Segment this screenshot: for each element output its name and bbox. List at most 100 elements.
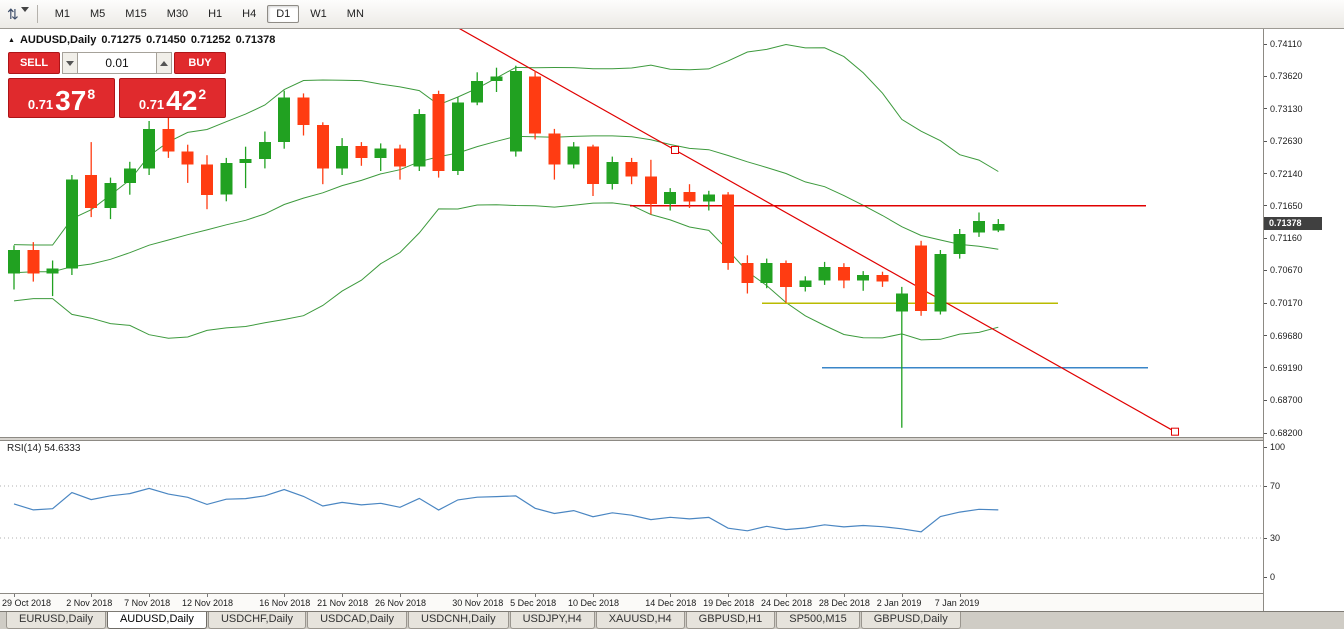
bull-candle xyxy=(374,148,387,158)
bear-candle xyxy=(432,94,445,171)
bull-candle xyxy=(239,159,252,164)
ohlc-close: 0.71378 xyxy=(235,34,276,46)
time-axis-tick xyxy=(786,594,787,597)
price-axis-tick xyxy=(1264,399,1267,401)
timeframe-button-h4[interactable]: H4 xyxy=(242,8,257,20)
tab-usdcad-daily[interactable]: USDCAD,Daily xyxy=(307,612,408,629)
price-axis-label: 0.72140 xyxy=(1270,168,1303,179)
time-axis-label: 5 Dec 2018 xyxy=(510,598,557,608)
volume-input[interactable] xyxy=(78,52,156,74)
buy-button[interactable]: BUY xyxy=(174,52,226,74)
timeframe-button-d1[interactable]: D1 xyxy=(267,5,300,23)
price-axis-tick xyxy=(1264,335,1267,337)
trendline-end-handle[interactable] xyxy=(1171,427,1179,436)
rsi-canvas[interactable] xyxy=(0,441,1263,593)
time-axis-label: 7 Nov 2018 xyxy=(124,598,171,608)
timeframe-button-h1[interactable]: H1 xyxy=(208,8,223,20)
tab-usdcnh-daily[interactable]: USDCNH,Daily xyxy=(408,612,509,629)
volume-down-icon xyxy=(66,60,74,66)
price-axis-label: 0.74110 xyxy=(1270,39,1302,49)
trendline-mid-handle[interactable] xyxy=(671,145,679,154)
bear-candle xyxy=(876,275,889,282)
time-axis-tick xyxy=(400,594,401,597)
ohlc-high: 0.71450 xyxy=(146,34,186,46)
tab-usdchf-daily[interactable]: USDCHF,Daily xyxy=(207,612,307,629)
time-axis-tick xyxy=(91,594,93,597)
tab-usdjpy-h4[interactable]: USDJPY,H4 xyxy=(509,612,595,629)
bear-candle xyxy=(85,175,98,208)
bid-prefix: 0.71 xyxy=(27,97,54,112)
timeframe-toolbar: ⇅ M1 M5 M15 M30 H1 H4 D1 W1 MN xyxy=(0,0,1344,29)
ask-pip-digit: 2 xyxy=(198,86,207,102)
timeframe-button-m1[interactable]: M1 xyxy=(54,8,71,20)
time-axis[interactable]: 29 Oct 2018 2 Nov 2018 7 Nov 2018 12 Nov 20… xyxy=(0,593,1263,611)
tab-xauusd-h4[interactable]: XAUUSD,H4 xyxy=(595,612,685,629)
price-axis-tick xyxy=(1264,302,1267,304)
bull-candle xyxy=(567,146,580,165)
bull-candle xyxy=(992,223,1005,231)
time-axis-label: 2 Nov 2018 xyxy=(66,598,113,608)
sell-button[interactable]: SELL xyxy=(8,52,60,74)
bull-candle xyxy=(278,97,291,143)
time-axis-label: 28 Dec 2018 xyxy=(818,598,870,608)
tab-sp500-m15[interactable]: SP500,M15 xyxy=(776,612,860,629)
bull-candle xyxy=(664,192,677,204)
chart-title: ▲ AUDUSD,Daily 0.71275 0.71450 0.71252 0… xyxy=(8,34,275,46)
chart-tab-bar: EURUSD,Daily AUDUSD,Daily USDCHF,Daily USDC… xyxy=(0,611,1344,629)
price-axis-label: 0.69680 xyxy=(1270,330,1303,341)
tab-gbpusd-daily[interactable]: GBPUSD,Daily xyxy=(860,612,961,629)
bear-candle xyxy=(625,161,638,177)
time-axis-label: 26 Nov 2018 xyxy=(375,598,427,608)
indicator-splitter[interactable] xyxy=(0,437,1263,441)
price-axis-label: 0.70670 xyxy=(1270,265,1303,276)
price-axis-tick xyxy=(1264,140,1267,142)
rsi-axis-tick xyxy=(1264,446,1267,448)
bear-candle xyxy=(587,146,599,185)
bear-candle xyxy=(27,250,40,274)
one-click-trade-panel: SELL BUY 0.71 37 8 0.71 42 2 xyxy=(8,52,226,118)
timeframe-button-m30[interactable]: M30 xyxy=(166,8,189,20)
tab-gbpusd-h1[interactable]: GBPUSD,H1 xyxy=(685,612,776,629)
timeframe-button-w1[interactable]: W1 xyxy=(310,8,327,20)
timeframe-bar: M1 M5 M15 M30 H1 H4 D1 W1 MN xyxy=(45,5,374,23)
rsi-axis-label: 0 xyxy=(1270,572,1276,582)
descending-trendline[interactable] xyxy=(175,29,1176,433)
rsi-axis-tick xyxy=(1264,485,1267,487)
bear-candle xyxy=(741,263,754,283)
chart-mode-dropdown-icon[interactable] xyxy=(20,6,29,21)
volume-increase-button[interactable] xyxy=(156,52,172,74)
rsi-axis-tick xyxy=(1264,576,1267,578)
bear-candle xyxy=(394,148,406,167)
timeframe-button-mn[interactable]: MN xyxy=(346,8,364,20)
bull-candle xyxy=(413,113,426,167)
bull-candle xyxy=(123,168,136,183)
bull-candle xyxy=(799,280,812,287)
chart-area[interactable]: ▲ AUDUSD,Daily 0.71275 0.71450 0.71252 0… xyxy=(0,29,1263,611)
timeframe-button-m15[interactable]: M15 xyxy=(125,8,147,20)
tab-eurusd-daily[interactable]: EURUSD,Daily xyxy=(6,612,106,629)
price-axis-tick xyxy=(1264,173,1267,175)
bull-candle xyxy=(702,194,715,202)
price-axis-label: 0.72630 xyxy=(1270,136,1303,147)
bid-big-digits: 37 xyxy=(55,85,87,116)
time-axis-tick xyxy=(670,594,672,597)
chart-mode-icon[interactable]: ⇅ xyxy=(7,6,19,22)
ask-quote-panel[interactable]: 0.71 42 2 xyxy=(119,78,226,118)
bull-candle xyxy=(973,221,985,233)
time-axis-tick xyxy=(959,594,961,597)
time-axis-label: 24 Dec 2018 xyxy=(761,598,813,608)
bid-quote-panel[interactable]: 0.71 37 8 xyxy=(8,78,115,118)
main-chart-canvas[interactable] xyxy=(0,29,1263,437)
price-axis-tick xyxy=(1264,205,1267,207)
time-axis-label: 2 Jan 2019 xyxy=(876,598,922,608)
ohlc-open: 0.71275 xyxy=(101,34,142,46)
bear-candle xyxy=(722,194,735,264)
price-axis[interactable]: 0.74110 0.73620 0.73130 0.72630 0.72140 0.716… xyxy=(1263,29,1344,611)
timeframe-button-m5[interactable]: M5 xyxy=(90,8,106,20)
time-axis-label: 21 Nov 2018 xyxy=(317,598,369,608)
volume-decrease-button[interactable] xyxy=(62,52,78,74)
price-axis-label: 0.71650 xyxy=(1270,200,1303,211)
time-axis-tick xyxy=(14,594,15,597)
tab-audusd-daily[interactable]: AUDUSD,Daily xyxy=(106,612,207,629)
price-axis-label: 0.70170 xyxy=(1270,298,1303,309)
